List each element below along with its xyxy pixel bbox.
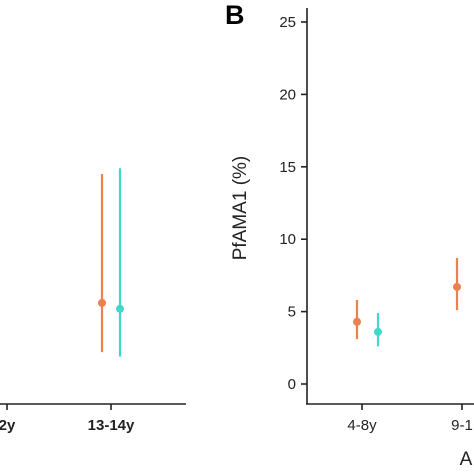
panel-b-x-axis-title: A: [460, 449, 473, 470]
point-orange-0: [98, 298, 106, 307]
panel-b-y-tick-label-4: 20: [279, 86, 296, 103]
panel-b: B PfAMA1 (%) 0 5 10 15 20 25 4-8y 9-1 A: [225, 0, 474, 470]
panel-a-x-tick-label-2: 13-14y: [88, 417, 135, 434]
point-teal-0: [116, 304, 124, 313]
point-orange-0: [353, 317, 361, 326]
point-orange-1: [453, 282, 461, 291]
panel-a: 2y 13-14y: [0, 168, 186, 434]
panel-b-y-tick-label-0: 0: [288, 376, 296, 393]
panel-a-marks: [98, 168, 124, 357]
panel-b-y-axis-title: PfAMA1 (%): [230, 156, 251, 261]
panel-b-letter: B: [225, 0, 245, 30]
panel-b-y-tick-label-3: 15: [279, 159, 296, 176]
panel-b-x-tick-label-2: 9-1: [451, 417, 473, 434]
panel-a-x-tick-label-1: 2y: [0, 417, 16, 434]
panel-b-x-tick-label-1: 4-8y: [347, 417, 377, 434]
panel-b-y-tick-label-1: 5: [288, 304, 296, 321]
point-teal-0: [374, 327, 382, 336]
panel-b-y-tick-label-2: 10: [279, 231, 296, 248]
panel-b-marks: [353, 258, 461, 347]
panel-b-y-ticks: 0 5 10 15 20 25: [279, 14, 307, 393]
panel-b-y-tick-label-5: 25: [279, 14, 296, 31]
